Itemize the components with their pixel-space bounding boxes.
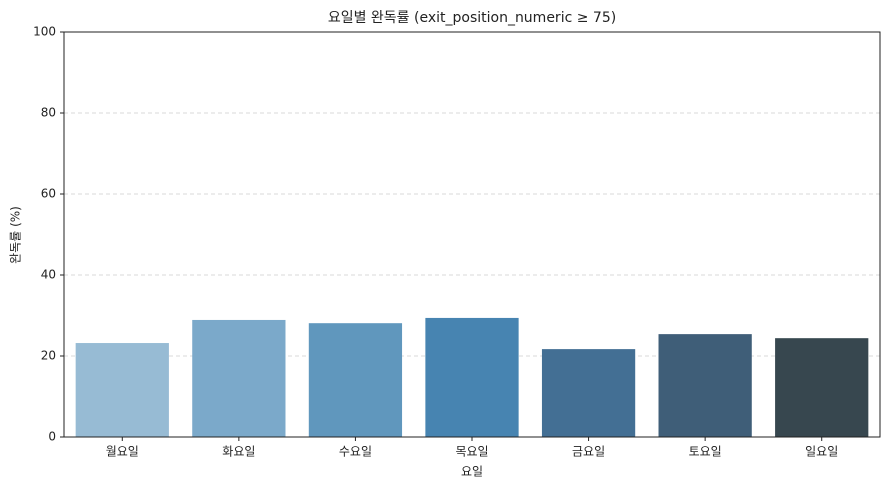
bar — [192, 319, 286, 437]
x-axis-label: 요일 — [461, 465, 483, 479]
bar — [541, 349, 636, 437]
chart-title: 요일별 완독률 (exit_position_numeric ≥ 75) — [328, 10, 616, 26]
x-tick-label: 수요일 — [339, 445, 372, 459]
x-tick-label: 월요일 — [106, 445, 139, 459]
x-tick-label: 일요일 — [805, 445, 838, 459]
x-tick-label: 목요일 — [455, 445, 488, 459]
y-tick-label: 60 — [41, 187, 56, 201]
y-tick-label: 0 — [48, 430, 56, 444]
bar — [775, 338, 869, 437]
x-tick-label: 화요일 — [222, 445, 255, 459]
bar — [658, 334, 752, 437]
y-tick-label: 80 — [41, 106, 56, 120]
y-tick-label: 100 — [33, 25, 56, 39]
x-tick-label: 금요일 — [572, 445, 605, 459]
plot-frame — [63, 31, 881, 438]
x-tick-label: 토요일 — [689, 445, 722, 459]
y-axis-label: 완독률 (%) — [9, 206, 23, 264]
y-tick-label: 20 — [41, 349, 56, 363]
bar — [308, 323, 403, 437]
bar — [425, 317, 519, 437]
bar — [75, 343, 169, 437]
y-tick-label: 40 — [41, 268, 56, 282]
